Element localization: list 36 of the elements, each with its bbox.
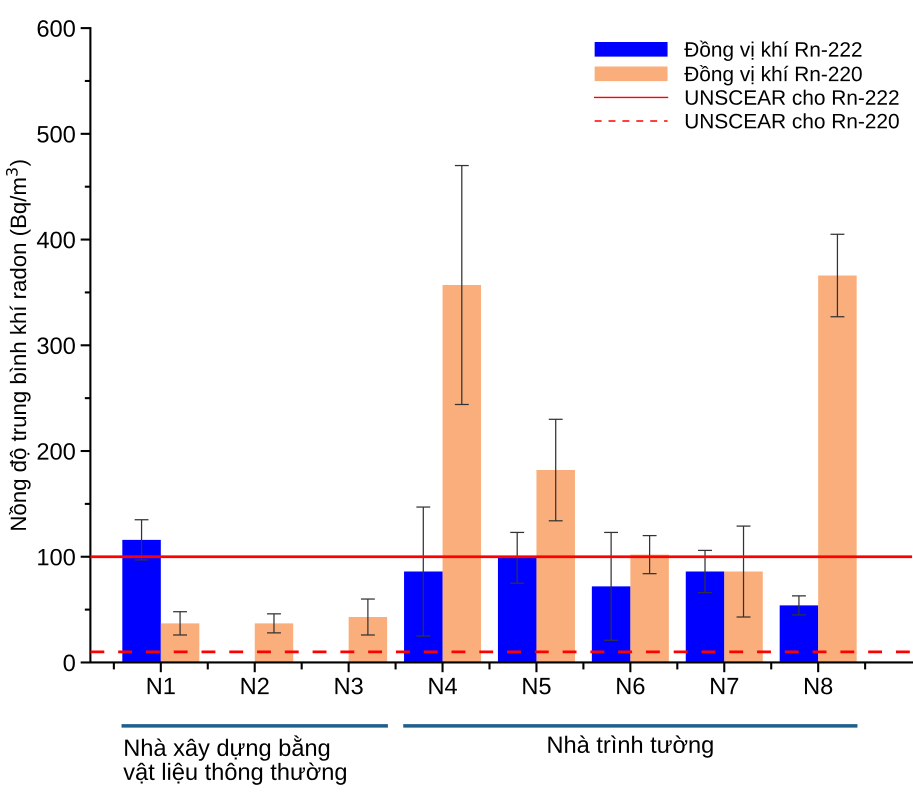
x-tick-label: N8 (805, 678, 832, 694)
x-tick-label: N5 (523, 678, 551, 694)
y-tick-label: 200 (38, 443, 75, 460)
bar (404, 572, 443, 662)
legend-label: Đồng vị khí Rn-220 (684, 65, 862, 86)
x-tick-label: N7 (711, 678, 738, 694)
text: Nhà xây dựng bằng vật liệu thông thường (123, 735, 346, 785)
x-tick-label: N2 (242, 678, 269, 694)
bar (592, 586, 630, 662)
bar (780, 605, 818, 662)
x-tick-label: N3 (335, 678, 363, 694)
text: Nhà trình tường (548, 735, 713, 758)
x-tick-label: N6 (617, 678, 644, 694)
bar (442, 285, 482, 662)
y-axis-title: Nồng độ trung bình khí radon (Bq/m$^{3}$) (6, 160, 31, 530)
bar (254, 623, 294, 662)
bar (686, 572, 724, 662)
legend-label: Đồng vị khí Rn-222 (684, 40, 862, 61)
bar (630, 554, 669, 662)
bar (498, 558, 536, 662)
y-tick-label: 600 (38, 20, 75, 37)
y-tick-label: 500 (37, 126, 75, 143)
y-tick-label: 400 (36, 232, 75, 248)
legend-label: UNSCEAR cho Rn-220 (686, 113, 899, 128)
bar (348, 617, 388, 662)
x-tick-label: N4 (429, 678, 457, 694)
legend-label: UNSCEAR cho Rn-222 (686, 90, 899, 105)
bar (818, 276, 857, 662)
bar (160, 623, 200, 662)
x-tick-label: N1 (148, 678, 175, 694)
y-tick-label: 300 (37, 337, 75, 354)
bar (724, 572, 763, 662)
y-tick-label: 0 (64, 654, 75, 672)
y-tick-label: 100 (38, 548, 75, 566)
bar (122, 540, 161, 662)
bar (536, 470, 575, 662)
